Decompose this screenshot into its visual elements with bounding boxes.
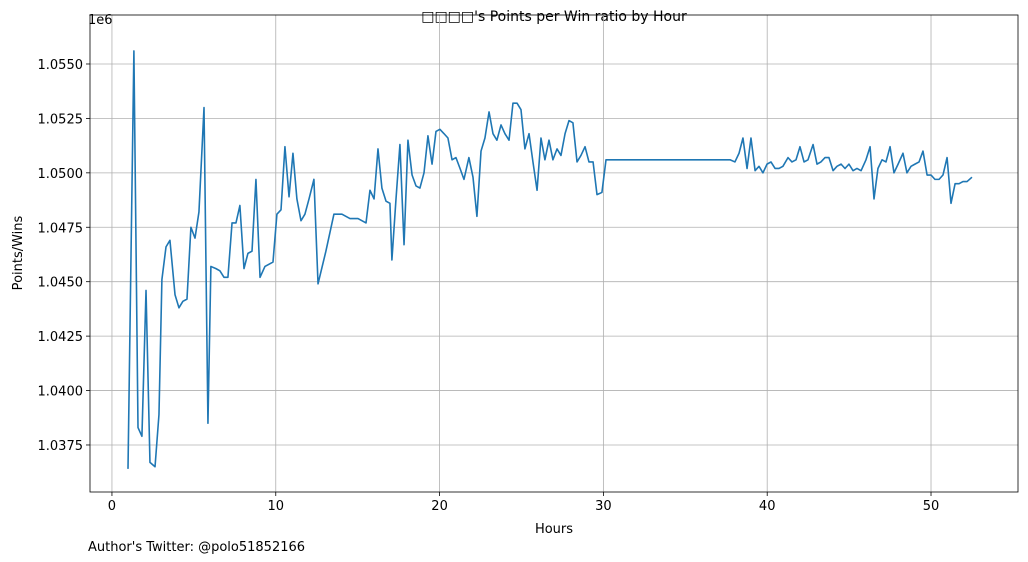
- footnote: Author's Twitter: @polo51852166: [88, 540, 305, 555]
- x-tick-label: 0: [108, 499, 116, 514]
- x-axis-label: Hours: [535, 522, 573, 537]
- y-tick-label: 1.0450: [38, 276, 84, 291]
- y-tick-label: 1.0550: [38, 58, 84, 73]
- x-tick-label: 50: [923, 499, 940, 514]
- x-tick-label: 40: [759, 499, 776, 514]
- chart-title: □□□□'s Points per Win ratio by Hour: [421, 9, 687, 25]
- x-tick-label: 10: [267, 499, 284, 514]
- y-tick-label: 1.0425: [38, 330, 84, 345]
- y-axis-label: Points/Wins: [11, 215, 26, 290]
- line-series: [127, 50, 973, 469]
- y-tick-label: 1.0475: [38, 221, 84, 236]
- x-tick-label: 20: [431, 499, 448, 514]
- x-tick-label: 30: [595, 499, 612, 514]
- plot-frame: [89, 14, 1019, 493]
- y-tick-label: 1.0375: [38, 439, 84, 454]
- y-offset-label: 1e6: [88, 13, 113, 28]
- y-tick-label: 1.0400: [38, 385, 84, 400]
- y-tick-label: 1.0500: [38, 167, 84, 182]
- y-tick-label: 1.0525: [38, 112, 84, 127]
